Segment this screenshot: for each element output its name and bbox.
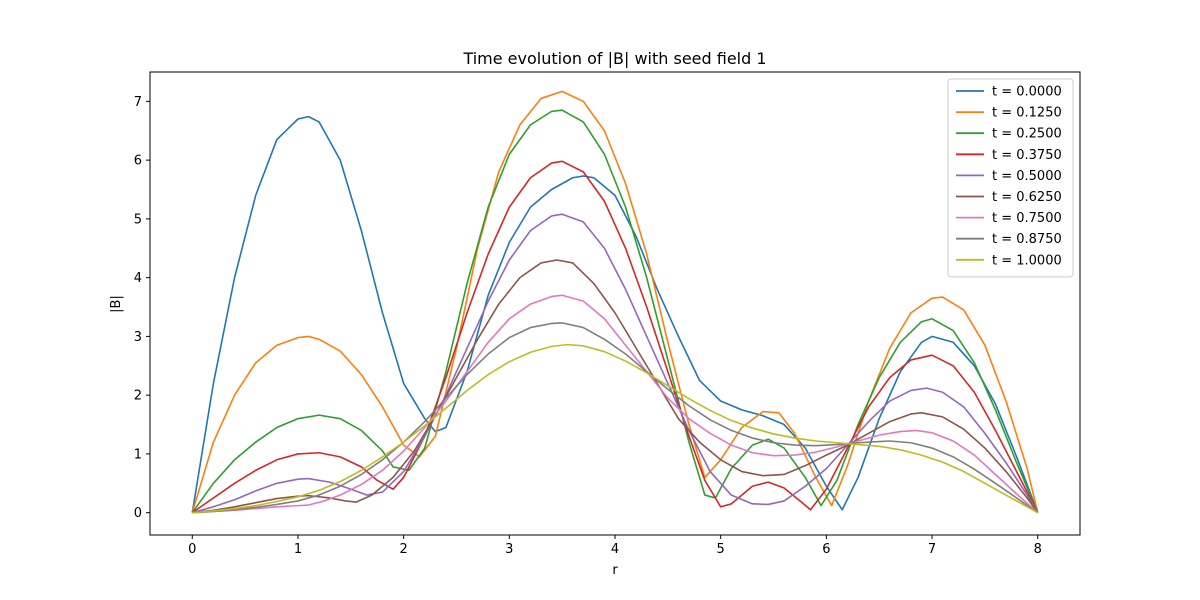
legend-label-1: t = 0.1250 [992, 106, 1062, 121]
legend-label-0: t = 0.0000 [992, 85, 1062, 100]
legend-label-3: t = 0.3750 [992, 148, 1062, 163]
series-line-4 [192, 213, 1039, 514]
x-tick-label: 6 [822, 542, 830, 557]
series-line-2 [191, 109, 1039, 514]
y-axis-label: |B| [109, 295, 124, 313]
legend-label-6: t = 0.7500 [992, 211, 1062, 226]
x-tick-label: 4 [611, 542, 619, 557]
y-tick-label: 1 [134, 447, 142, 462]
legend-label-4: t = 0.5000 [992, 169, 1062, 184]
series-line-7 [192, 322, 1039, 514]
legend-label-2: t = 0.2500 [992, 127, 1062, 142]
x-tick-label: 0 [188, 542, 196, 557]
x-tick-label: 2 [399, 542, 407, 557]
x-tick-label: 8 [1034, 542, 1042, 557]
y-tick-label: 2 [134, 389, 142, 404]
x-tick-label: 3 [505, 542, 513, 557]
plot-area: 0 1 2 3 4 5 6 7 8 0 1 2 3 4 5 6 7 [134, 71, 1081, 557]
legend-label-7: t = 0.8750 [992, 232, 1062, 247]
x-tick-label: 5 [717, 542, 725, 557]
legend: t = 0.0000 t = 0.1250 t = 0.2500 t = 0.3750… [947, 78, 1074, 278]
legend-label-5: t = 0.6250 [992, 190, 1062, 205]
series-line-1 [191, 90, 1039, 513]
series-line-8 [192, 343, 1039, 514]
series-line-6 [192, 294, 1039, 514]
legend-label-8: t = 1.0000 [992, 253, 1062, 268]
chart-title: Time evolution of |B| with seed field 1 [462, 49, 766, 68]
x-tick-label: 7 [928, 542, 936, 557]
legend-box [947, 78, 1074, 278]
y-tick-label: 7 [134, 95, 142, 110]
series-line-3 [191, 160, 1039, 514]
x-tick-label: 1 [294, 542, 302, 557]
y-tick-label: 6 [134, 154, 142, 169]
series-line-0 [191, 115, 1039, 513]
y-tick-label: 3 [134, 330, 142, 345]
y-tick-label: 4 [134, 271, 142, 286]
x-axis-label: r [612, 563, 618, 578]
y-tick-label: 0 [134, 506, 142, 521]
y-tick-label: 5 [134, 212, 142, 227]
